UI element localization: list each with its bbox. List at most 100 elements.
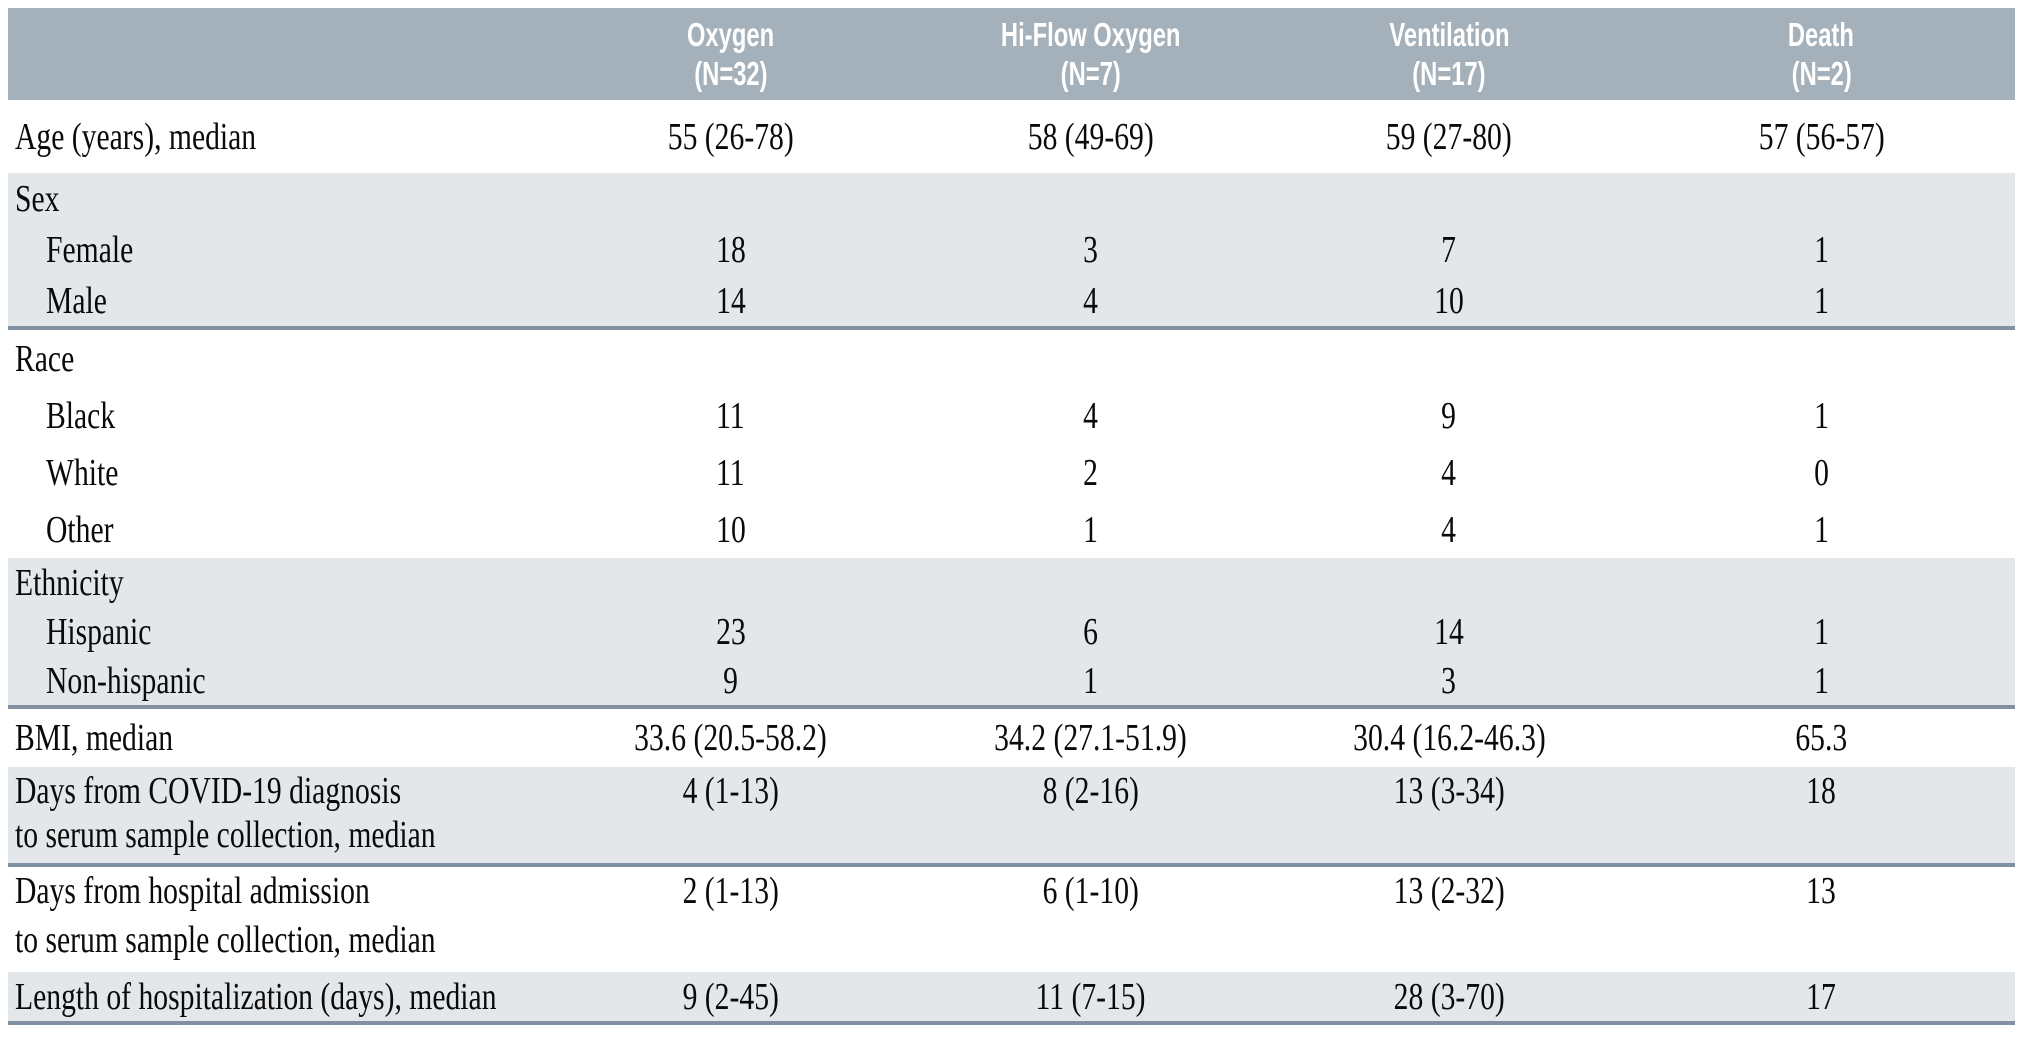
cell-value-text: 9 (2-45) bbox=[682, 975, 779, 1018]
cell-value: 59 (27-80) bbox=[1270, 115, 1627, 159]
row-label-text: Race bbox=[15, 337, 75, 380]
header-col-n: (N=32) bbox=[693, 55, 768, 92]
row-label: Black bbox=[8, 394, 550, 438]
table-section-shaded: Days from COVID-19 diagnosis to serum sam… bbox=[8, 767, 2015, 867]
table-row: Age (years), median 55 (26-78) 58 (49-69) 5… bbox=[8, 100, 2015, 173]
cell-value: 9 bbox=[1270, 394, 1627, 438]
table-section: Race Black 11 4 9 1 White 11 2 4 0 Other 10 1 4 1 bbox=[8, 330, 2015, 558]
row-label: Ethnicity bbox=[8, 561, 550, 605]
cell-value-text: 1 bbox=[1813, 508, 1829, 551]
header-col-title: Oxygen bbox=[686, 16, 775, 53]
header-col-n: (N=7) bbox=[1060, 55, 1121, 92]
table-row: Days from hospital admission to serum sam… bbox=[8, 867, 2015, 972]
table-row: Other 10 1 4 1 bbox=[8, 501, 2015, 558]
table-row: Sex bbox=[8, 173, 2015, 224]
cell-value: 1 bbox=[1628, 394, 2015, 438]
cell-value: 13 (3-34) bbox=[1270, 767, 1627, 815]
cell-value-text: 1 bbox=[1813, 394, 1829, 437]
header-col-ventilation: Ventilation (N=17) bbox=[1270, 15, 1627, 93]
row-label: Length of hospitalization (days), median bbox=[8, 975, 550, 1019]
cell-value-text: 13 (3-34) bbox=[1393, 770, 1505, 812]
row-label: Female bbox=[8, 228, 550, 272]
cell-value-text: 11 bbox=[716, 451, 745, 494]
cell-value-text: 34.2 (27.1-51.9) bbox=[994, 717, 1188, 759]
header-col-n: (N=2) bbox=[1791, 55, 1852, 92]
row-label-text: Age (years), median bbox=[15, 115, 257, 158]
cell-value: 2 (1-13) bbox=[550, 867, 911, 915]
cell-value-text: 30.4 (16.2-46.3) bbox=[1352, 717, 1546, 759]
row-label-text: Other bbox=[46, 508, 114, 551]
cell-value: 4 bbox=[1270, 508, 1627, 552]
row-label: Days from COVID-19 diagnosis to serum sam… bbox=[8, 767, 550, 867]
cell-value-text: 10 bbox=[1434, 279, 1464, 322]
cell-value-text: 1 bbox=[1813, 659, 1829, 702]
cell-value: 4 (1-13) bbox=[550, 767, 911, 815]
cell-value-text: 7 bbox=[1441, 228, 1457, 271]
cell-value-text: 18 bbox=[1806, 770, 1837, 812]
row-label: BMI, median bbox=[8, 716, 550, 760]
cell-value: 8 (2-16) bbox=[911, 767, 1270, 815]
cell-value-text: 3 bbox=[1441, 659, 1457, 702]
cell-value: 65.3 bbox=[1628, 716, 2015, 760]
row-label-text: to serum sample collection, median bbox=[15, 814, 436, 856]
cell-value: 4 bbox=[911, 279, 1270, 323]
cell-value: 4 bbox=[1270, 451, 1627, 495]
cell-value: 6 bbox=[911, 610, 1270, 654]
cell-value-text: 33.6 (20.5-58.2) bbox=[634, 717, 827, 759]
header-col-death: Death (N=2) bbox=[1628, 15, 2015, 93]
cell-value-text: 1 bbox=[1813, 279, 1829, 322]
cell-value: 0 bbox=[1628, 451, 2015, 495]
header-label-column bbox=[8, 35, 550, 74]
cell-value-text: 14 bbox=[715, 279, 746, 322]
cell-value: 28 (3-70) bbox=[1270, 975, 1627, 1019]
cell-value-text: 2 (1-13) bbox=[682, 870, 779, 912]
cell-value: 11 bbox=[550, 451, 911, 495]
cell-value-text: 3 bbox=[1083, 228, 1099, 271]
row-label-text: Days from hospital admission bbox=[15, 870, 370, 912]
cell-value: 14 bbox=[1270, 610, 1627, 654]
cell-value: 4 bbox=[911, 394, 1270, 438]
row-label-text: to serum sample collection, median bbox=[15, 919, 436, 961]
cell-value: 1 bbox=[1628, 610, 2015, 654]
header-col-n: (N=17) bbox=[1412, 55, 1486, 92]
cell-value-text: 1 bbox=[1083, 508, 1099, 551]
cell-value-text: 65.3 bbox=[1795, 717, 1848, 759]
row-label-text: Days from COVID-19 diagnosis bbox=[15, 770, 402, 812]
cell-value: 57 (56-57) bbox=[1628, 115, 2015, 159]
cell-value-text: 1 bbox=[1813, 610, 1829, 653]
row-label: Other bbox=[8, 508, 550, 552]
table-section: Days from hospital admission to serum sam… bbox=[8, 867, 2015, 972]
cell-value: 17 bbox=[1628, 975, 2015, 1019]
cell-value: 58 (49-69) bbox=[911, 115, 1270, 159]
table-section: Age (years), median 55 (26-78) 58 (49-69) 5… bbox=[8, 100, 2015, 173]
cell-value-text: 9 bbox=[723, 659, 738, 702]
cell-value: 9 bbox=[550, 659, 911, 703]
row-label: White bbox=[8, 451, 550, 495]
header-col-oxygen: Oxygen (N=32) bbox=[550, 15, 911, 93]
cell-value: 18 bbox=[550, 228, 911, 272]
table-row: Non-hispanic 9 1 3 1 bbox=[8, 656, 2015, 705]
cell-value-text: 4 bbox=[1083, 279, 1099, 322]
cell-value-text: 11 bbox=[716, 394, 745, 437]
row-label: Hispanic bbox=[8, 610, 550, 654]
cell-value-text: 4 (1-13) bbox=[682, 770, 779, 812]
cell-value-text: 8 (2-16) bbox=[1042, 770, 1139, 812]
cell-value-text: 17 bbox=[1806, 975, 1837, 1018]
table-row: Black 11 4 9 1 bbox=[8, 387, 2015, 444]
cell-value: 1 bbox=[1628, 228, 2015, 272]
cell-value-text: 28 (3-70) bbox=[1393, 975, 1505, 1018]
table-section-shaded: Ethnicity Hispanic 23 6 14 1 Non-hispanic 9 1 3 1 bbox=[8, 558, 2015, 709]
cell-value-text: 4 bbox=[1441, 451, 1457, 494]
row-label-text: Non-hispanic bbox=[46, 659, 206, 702]
cell-value-text: 4 bbox=[1441, 508, 1457, 551]
cell-value-text: 10 bbox=[715, 508, 746, 551]
row-label-text: Sex bbox=[15, 177, 60, 220]
cell-value: 1 bbox=[1628, 508, 2015, 552]
cell-value: 10 bbox=[1270, 279, 1627, 323]
cell-value: 23 bbox=[550, 610, 911, 654]
cell-value-text: 13 bbox=[1806, 870, 1837, 912]
cell-value: 11 (7-15) bbox=[911, 975, 1270, 1019]
row-label: Sex bbox=[8, 177, 550, 221]
cell-value-text: 9 bbox=[1441, 394, 1457, 437]
row-label-text: White bbox=[46, 451, 119, 494]
